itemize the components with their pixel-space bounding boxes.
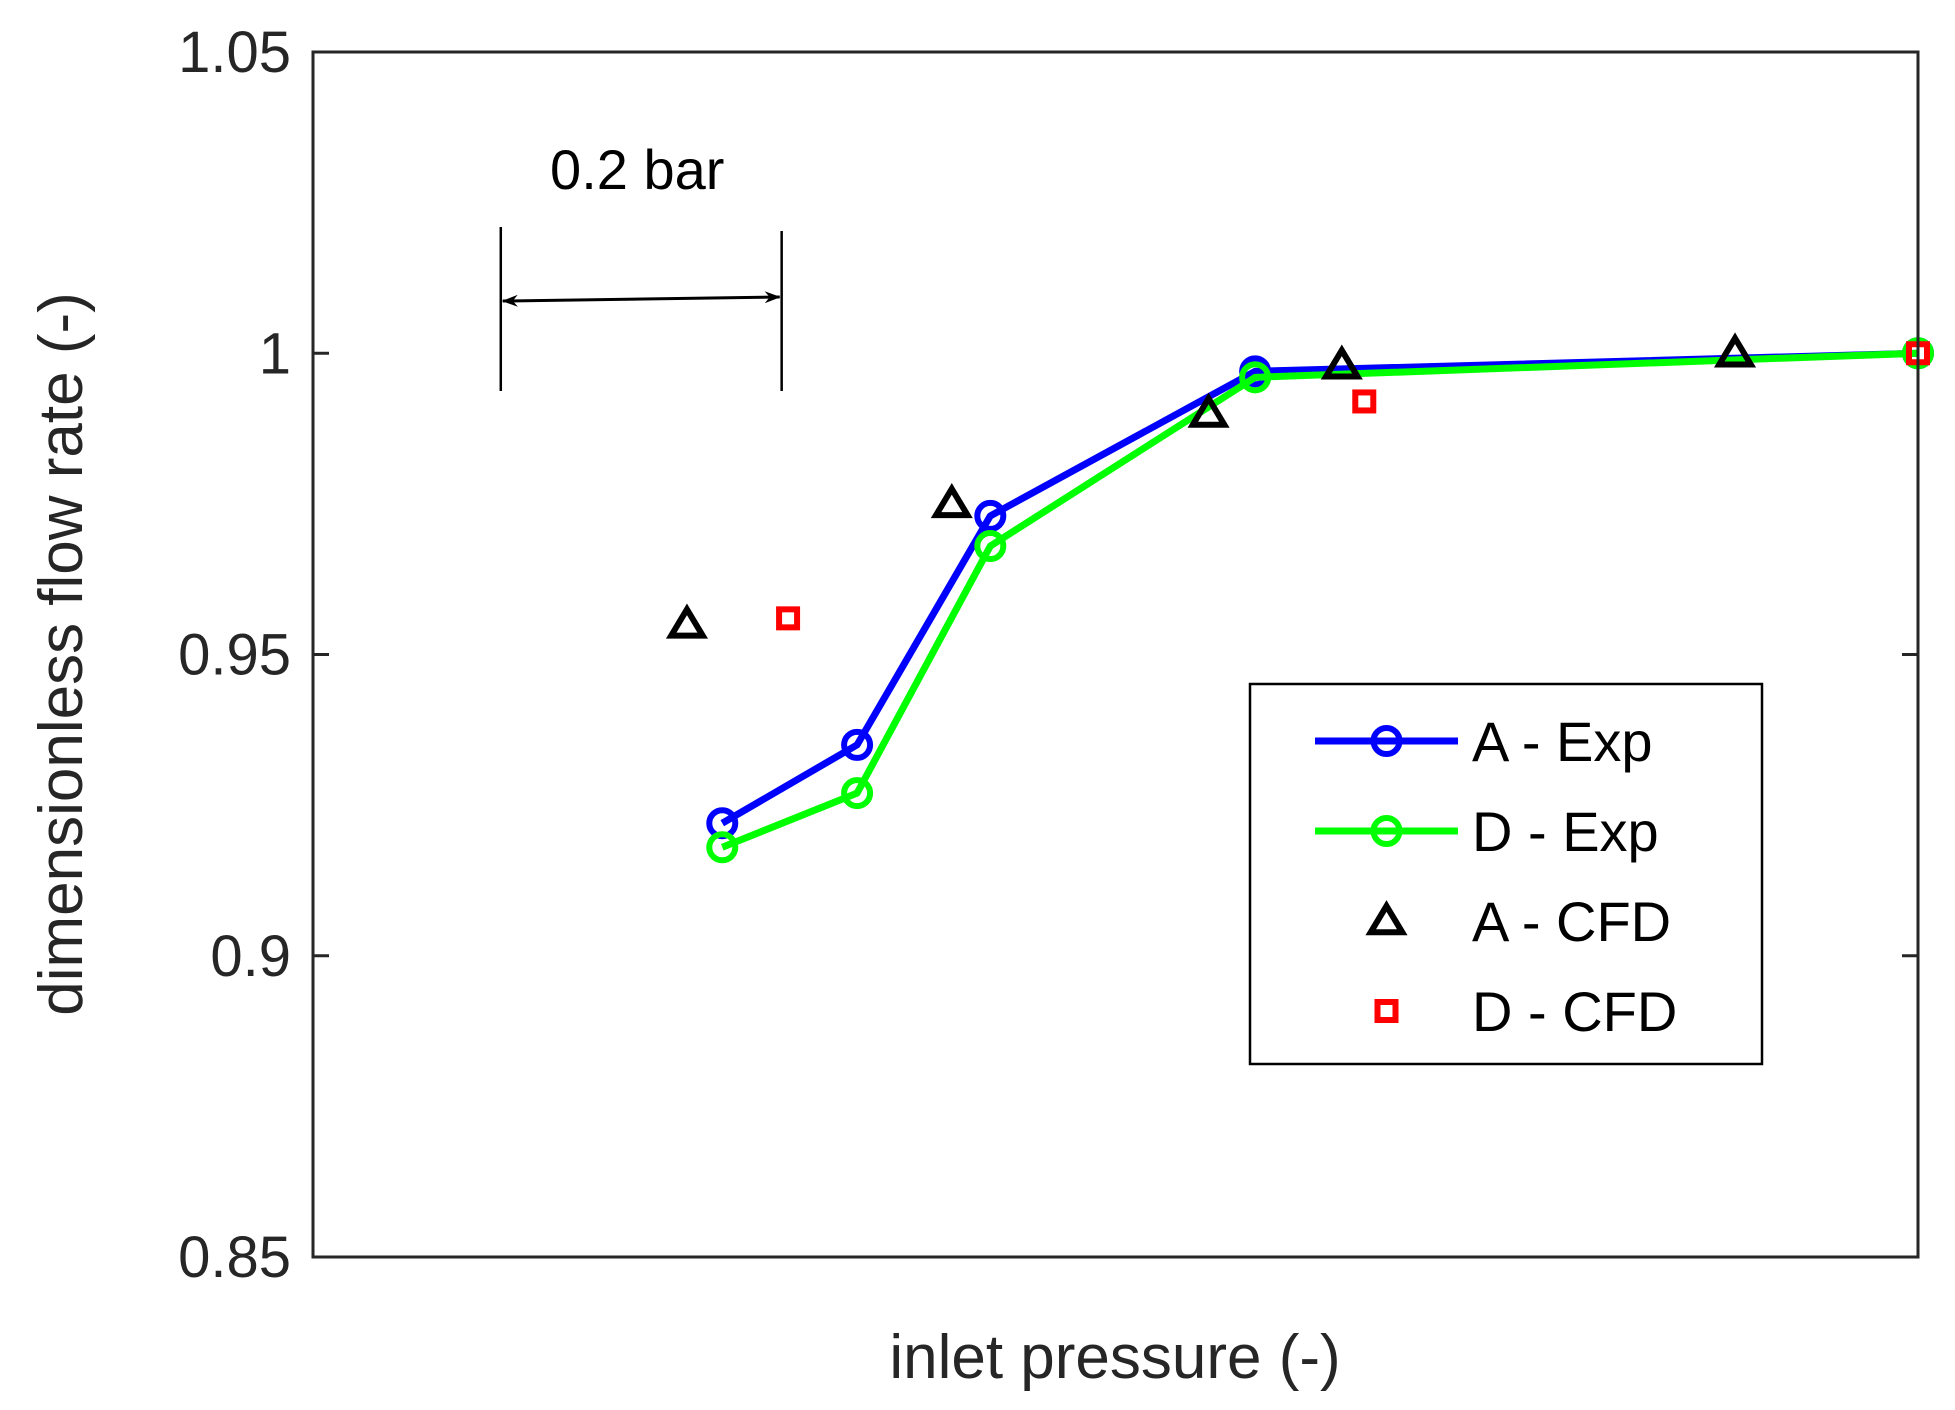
annotation-arrow (501, 291, 781, 307)
data-point-d-cfd (1352, 389, 1377, 414)
legend-marker-d-cfd (1374, 999, 1399, 1023)
legend-entry-d-cfd: D - CFD (1374, 980, 1677, 1043)
legend-label-a-exp: A - Exp (1472, 710, 1653, 773)
series-d-exp (706, 337, 1934, 864)
series-layer (665, 332, 1934, 864)
plot-frame (311, 50, 1920, 1259)
legend-marker-a-cfd (1365, 900, 1408, 936)
data-point-a-cfd (930, 483, 973, 519)
data-point-d-exp (841, 777, 874, 810)
y-tick-label: 1.05 (178, 20, 291, 85)
series-line-d-exp (720, 349, 1919, 851)
data-point-d-exp (706, 831, 739, 864)
data-point-a-cfd (1187, 392, 1230, 428)
data-point-d-exp (974, 530, 1007, 563)
annotation-label: 0.2 bar (550, 138, 724, 201)
plot-area (313, 52, 1918, 1257)
legend: A - Exp D - Exp A - CFD D - CFD (1248, 682, 1764, 1066)
legend-entry-a-exp: A - Exp (1315, 710, 1653, 773)
y-tick-label: 0.9 (210, 924, 291, 989)
legend-marker-a-exp (1370, 725, 1403, 757)
legend-label-d-cfd: D - CFD (1472, 980, 1677, 1043)
y-axis-label: dimensionless flow rate (-) (27, 292, 96, 1016)
legend-entry-a-cfd: A - CFD (1365, 890, 1671, 953)
annotation-layer: 0.2 bar (499, 138, 783, 392)
data-point-a-exp (974, 499, 1007, 532)
data-point-a-cfd (1320, 344, 1363, 380)
data-point-d-cfd (776, 606, 801, 631)
legend-entry-d-exp: D - Exp (1315, 800, 1659, 863)
data-point-d-exp (1239, 361, 1272, 394)
data-point-a-exp (841, 728, 874, 761)
legend-box (1248, 682, 1764, 1066)
data-point-a-cfd (665, 603, 709, 639)
legend-label-a-cfd: A - CFD (1472, 890, 1671, 953)
legend-label-d-exp: D - Exp (1472, 800, 1659, 863)
x-axis-label: inlet pressure (-) (889, 1323, 1340, 1392)
series-line-a-exp (720, 349, 1919, 827)
legend-marker-d-exp (1370, 815, 1403, 847)
series-a-cfd (665, 332, 1757, 639)
y-axis-ticks: 0.85 0.9 0.95 1 1.05 (178, 20, 1918, 1290)
y-tick-label: 1 (259, 321, 291, 386)
y-tick-label: 0.85 (178, 1225, 291, 1290)
y-tick-label: 0.95 (178, 623, 291, 688)
data-point-a-cfd (1713, 332, 1757, 368)
